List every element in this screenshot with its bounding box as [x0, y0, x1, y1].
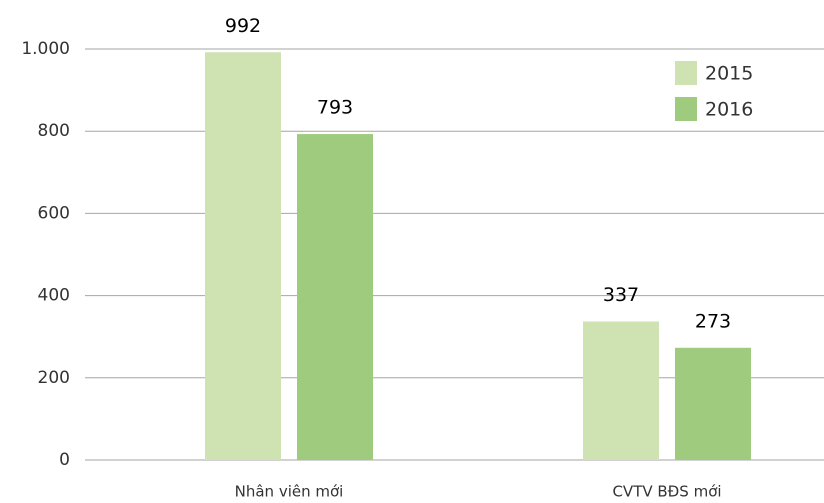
y-tick-label: 800 — [38, 121, 70, 141]
bar — [675, 347, 751, 460]
x-tick-label: Nhân viên mới — [235, 483, 344, 501]
legend-swatch — [675, 61, 697, 85]
y-tick-label: 1.000 — [21, 39, 70, 59]
x-tick-label: CVTV BĐS mới — [612, 483, 721, 501]
bar — [205, 52, 281, 461]
value-label: 273 — [695, 310, 731, 332]
value-label: 337 — [603, 284, 639, 306]
y-tick-label: 400 — [38, 286, 70, 306]
legend-swatch — [675, 97, 697, 121]
legend-label: 2016 — [705, 99, 753, 121]
y-tick-label: 200 — [38, 368, 70, 388]
y-tick-label: 0 — [59, 450, 70, 470]
bar — [297, 134, 373, 460]
value-label: 793 — [317, 97, 353, 119]
value-label: 992 — [225, 15, 261, 37]
legend-label: 2015 — [705, 63, 753, 85]
bar — [583, 321, 659, 460]
y-tick-label: 600 — [38, 203, 70, 223]
